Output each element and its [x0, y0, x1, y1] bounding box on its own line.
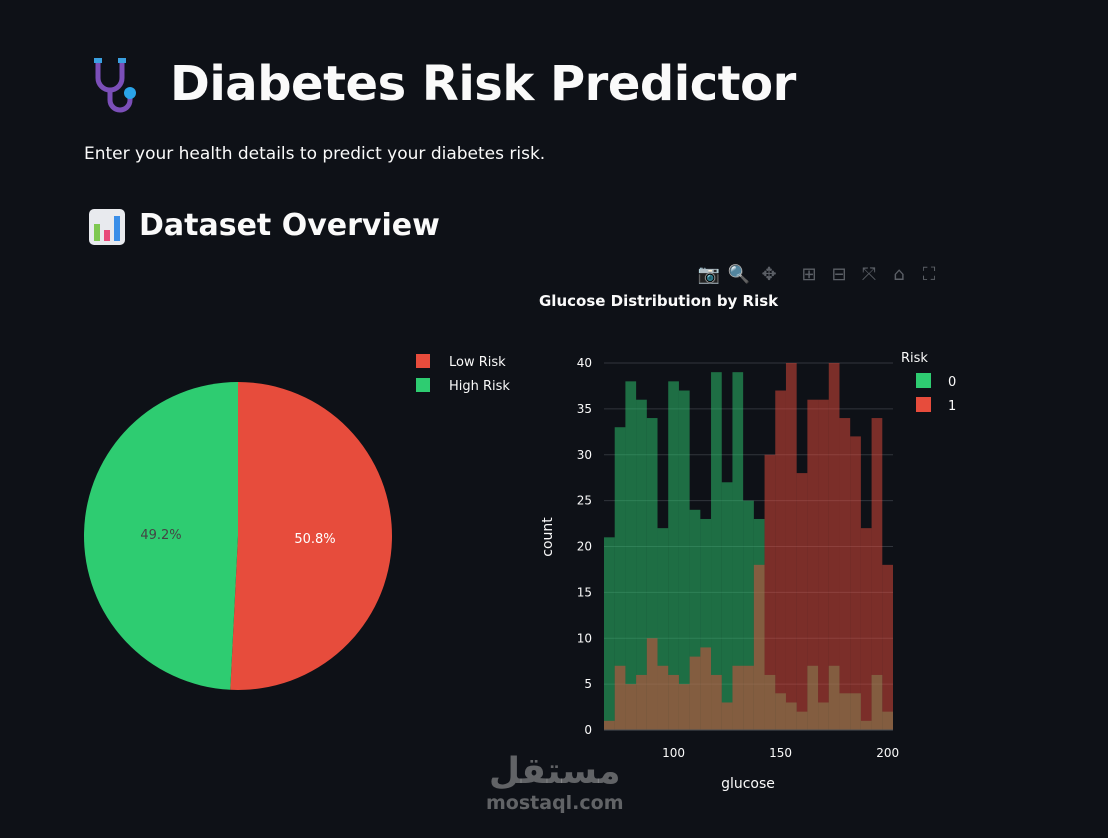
page-title: Diabetes Risk Predictor — [170, 56, 796, 112]
y-tick-label: 20 — [577, 540, 592, 554]
zoom-in-icon[interactable]: ⊞ — [801, 264, 817, 285]
home-icon[interactable]: ⌂ — [893, 264, 905, 285]
histogram-bar-risk-1[interactable] — [625, 684, 637, 730]
histogram-bar-risk-1[interactable] — [689, 656, 701, 730]
histogram-bar-risk-0[interactable] — [614, 427, 626, 730]
histogram-bar-risk-1[interactable] — [732, 665, 744, 730]
histogram-bar-risk-1[interactable] — [775, 390, 786, 730]
x-tick-label: 150 — [769, 746, 792, 760]
plot-modebar: 📷 🔍 ✥ ⊞ ⊟ ⤧ ⌂ ⛶ — [694, 264, 944, 286]
histogram-bar-risk-0[interactable] — [646, 418, 658, 730]
x-tick-label: 200 — [876, 746, 899, 760]
histogram-bar-risk-0[interactable] — [700, 518, 712, 730]
histogram-bar-risk-1[interactable] — [807, 399, 819, 730]
section-title: Dataset Overview — [139, 208, 440, 243]
legend-swatch[interactable] — [916, 373, 931, 388]
histogram-bar-risk-0[interactable] — [678, 390, 690, 730]
histogram-bar-risk-0[interactable] — [657, 528, 669, 730]
legend-swatch[interactable] — [916, 397, 931, 412]
y-tick-label: 25 — [577, 494, 592, 508]
histogram-bar-risk-1[interactable] — [721, 702, 733, 730]
pie-slice-low-risk[interactable] — [230, 382, 393, 691]
fullscreen-icon[interactable]: ⛶ — [922, 264, 936, 285]
watermark-latin: mostaql.com — [486, 792, 624, 814]
stethoscope-icon — [94, 58, 136, 113]
legend-title: Risk — [901, 351, 928, 366]
y-axis-title: count — [540, 517, 556, 557]
histogram-bar-risk-0[interactable] — [711, 372, 722, 730]
histogram-bar-risk-1[interactable] — [604, 720, 615, 730]
legend-label[interactable]: 0 — [948, 375, 956, 390]
x-tick-label: 100 — [662, 746, 685, 760]
zoom-out-icon[interactable]: ⊟ — [831, 264, 847, 285]
legend-swatch[interactable] — [416, 378, 430, 392]
histogram-bar-risk-1[interactable] — [711, 674, 722, 730]
legend-swatch[interactable] — [416, 354, 430, 368]
pan-icon[interactable]: ✥ — [761, 264, 777, 285]
histogram-bar-risk-0[interactable] — [743, 500, 754, 730]
histogram-bar-risk-1[interactable] — [636, 674, 647, 730]
y-tick-label: 10 — [577, 631, 592, 645]
x-axis-title: glucose — [721, 776, 775, 792]
histogram-bar-risk-1[interactable] — [860, 528, 872, 730]
legend-label[interactable]: High Risk — [449, 379, 510, 394]
histogram-bar-risk-1[interactable] — [668, 674, 679, 730]
pie-value-label: 50.8% — [294, 532, 335, 547]
histogram-bar-risk-0[interactable] — [689, 509, 701, 730]
histogram-bar-risk-0[interactable] — [721, 482, 733, 730]
page-subtitle: Enter your health details to predict you… — [84, 144, 546, 164]
histogram-bar-risk-1[interactable] — [839, 418, 851, 730]
pie-legend: Low Risk High Risk — [416, 354, 510, 394]
watermark: مستقل mostaql.com — [486, 751, 624, 815]
histogram-bar-risk-1[interactable] — [882, 564, 893, 730]
y-tick-label: 5 — [584, 677, 592, 691]
pie-value-label: 49.2% — [140, 528, 181, 543]
y-tick-label: 35 — [577, 402, 592, 416]
camera-icon[interactable]: 📷 — [697, 264, 721, 285]
y-tick-label: 0 — [584, 723, 592, 737]
bar-chart-icon — [89, 209, 125, 245]
histogram-bar-risk-0[interactable] — [604, 537, 615, 730]
histogram-bar-risk-1[interactable] — [818, 399, 829, 730]
histogram-bar-risk-1[interactable] — [785, 363, 797, 730]
histogram-bar-risk-0[interactable] — [636, 399, 647, 730]
histogram-bar-risk-0[interactable] — [625, 381, 637, 730]
y-tick-label: 15 — [577, 585, 592, 599]
histogram-bar-risk-1[interactable] — [700, 647, 712, 730]
histogram-bar-risk-1[interactable] — [850, 436, 861, 730]
zoom-icon[interactable]: 🔍 — [727, 264, 751, 285]
histogram-bar-risk-1[interactable] — [828, 363, 840, 730]
histogram-bar-risk-1[interactable] — [657, 665, 669, 730]
legend-label[interactable]: 1 — [948, 399, 956, 414]
histogram-title: Glucose Distribution by Risk — [539, 292, 779, 310]
histogram-bar-risk-1[interactable] — [796, 473, 808, 730]
histogram-bar-risk-0[interactable] — [668, 381, 679, 730]
y-tick-label: 30 — [577, 448, 592, 462]
pie-slice-high-risk[interactable] — [84, 382, 239, 690]
pie-chart: 50.8% 49.2% — [84, 382, 393, 691]
histogram-bar-risk-1[interactable] — [646, 638, 658, 730]
histogram-bar-risk-1[interactable] — [614, 665, 626, 730]
histogram-bar-risk-1[interactable] — [678, 684, 690, 730]
y-tick-label: 40 — [577, 356, 592, 370]
autoscale-icon[interactable]: ⤧ — [861, 264, 877, 285]
histogram-bar-risk-1[interactable] — [764, 454, 776, 730]
watermark-arabic: مستقل — [488, 751, 621, 792]
histogram-bar-risk-0[interactable] — [732, 372, 744, 730]
histogram-bar-risk-1[interactable] — [743, 665, 754, 730]
legend-label[interactable]: Low Risk — [449, 355, 506, 370]
histogram-bar-risk-1[interactable] — [871, 418, 883, 730]
histogram-bar-risk-1[interactable] — [753, 564, 765, 730]
